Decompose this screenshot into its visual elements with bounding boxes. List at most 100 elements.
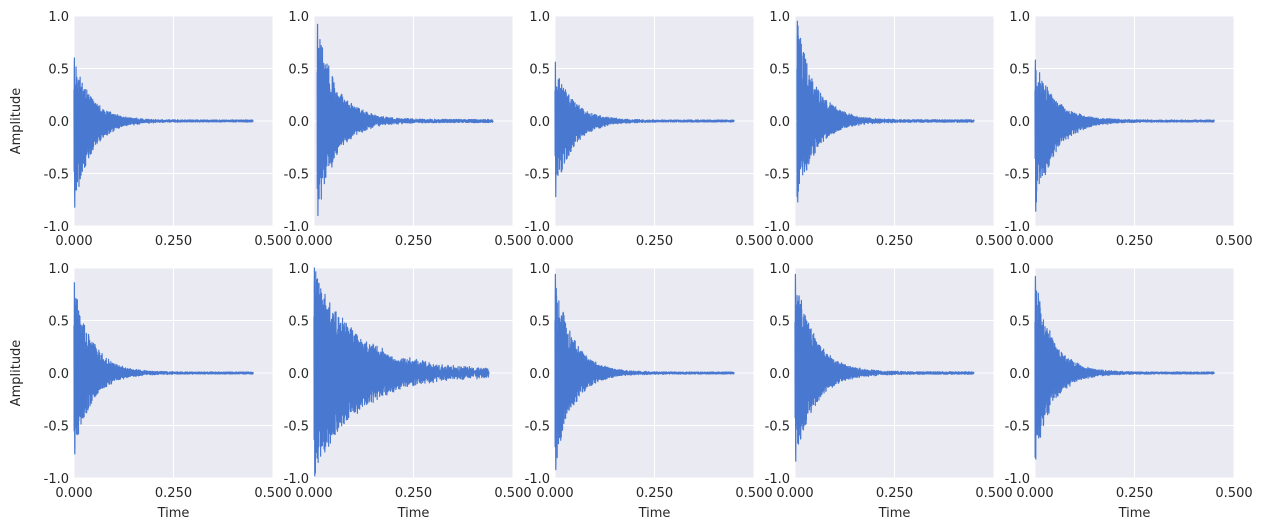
y-axis-label: Amplitude bbox=[9, 340, 24, 407]
waveform-line bbox=[554, 61, 735, 198]
y-tick-label: -0.5 bbox=[284, 420, 309, 435]
y-tick-label: 1.0 bbox=[529, 10, 550, 25]
subplot-r1-c4: 0.000 0.250 0.500 1.0 0.5 0.0 -0.5 -1.0 Time bbox=[1005, 262, 1253, 521]
y-tick-label: 1.0 bbox=[1009, 262, 1030, 277]
x-tick-label: 0.250 bbox=[155, 486, 192, 501]
y-tick-label: -0.5 bbox=[765, 420, 790, 435]
y-tick-label: -0.5 bbox=[284, 168, 309, 183]
y-tick-label: 0.5 bbox=[1009, 315, 1030, 330]
subplot-r0-c2: 0.000 0.250 0.500 1.0 0.5 0.0 -0.5 -1.0 bbox=[525, 10, 773, 249]
y-tick-label: 1.0 bbox=[288, 10, 309, 25]
y-tick-label: -0.5 bbox=[1005, 168, 1030, 183]
y-tick-label: 1.0 bbox=[769, 262, 790, 277]
y-tick-label: -1.0 bbox=[525, 472, 550, 487]
y-tick-label: 0.0 bbox=[288, 115, 309, 130]
y-tick-label: 0.0 bbox=[769, 115, 790, 130]
x-tick-label: 0.500 bbox=[494, 486, 531, 501]
x-tick-label: 0.000 bbox=[536, 486, 573, 501]
x-tick-label: 0.000 bbox=[295, 486, 332, 501]
y-tick-label: 0.5 bbox=[769, 63, 790, 78]
subplot-r1-c3: 0.000 0.250 0.500 1.0 0.5 0.0 -0.5 -1.0 Time bbox=[765, 262, 1013, 521]
x-tick-label: 0.500 bbox=[1215, 234, 1252, 249]
y-tick-label: 0.0 bbox=[529, 115, 550, 130]
y-tick-label: -1.0 bbox=[44, 220, 69, 235]
y-tick-label: 0.5 bbox=[529, 63, 550, 78]
subplot-r1-c1: 0.000 0.250 0.500 1.0 0.5 0.0 -0.5 -1.0 Time bbox=[284, 262, 532, 521]
x-tick-label: 0.000 bbox=[1016, 486, 1053, 501]
y-tick-label: 0.0 bbox=[769, 367, 790, 382]
waveform-line bbox=[313, 267, 490, 477]
y-tick-label: -0.5 bbox=[765, 168, 790, 183]
y-tick-label: -0.5 bbox=[525, 420, 550, 435]
y-tick-label: 0.5 bbox=[48, 315, 69, 330]
y-tick-label: -1.0 bbox=[1005, 472, 1030, 487]
x-axis-label: Time bbox=[157, 506, 190, 521]
y-tick-label: 1.0 bbox=[769, 10, 790, 25]
x-tick-label: 0.250 bbox=[395, 234, 432, 249]
y-tick-label: 1.0 bbox=[288, 262, 309, 277]
x-tick-label: 0.000 bbox=[295, 234, 332, 249]
waveform-line bbox=[316, 23, 494, 217]
y-tick-label: 0.5 bbox=[48, 63, 69, 78]
x-tick-label: 0.500 bbox=[254, 234, 291, 249]
y-tick-label: 0.0 bbox=[288, 367, 309, 382]
y-tick-label: 0.0 bbox=[1009, 367, 1030, 382]
waveform-line bbox=[73, 57, 254, 208]
x-tick-label: 0.500 bbox=[975, 234, 1012, 249]
x-tick-label: 0.500 bbox=[975, 486, 1012, 501]
y-tick-label: -1.0 bbox=[284, 220, 309, 235]
y-tick-label: -0.5 bbox=[1005, 420, 1030, 435]
y-tick-label: 1.0 bbox=[1009, 10, 1030, 25]
y-tick-label: 0.0 bbox=[529, 367, 550, 382]
subplot-r0-c1: 0.000 0.250 0.500 1.0 0.5 0.0 -0.5 -1.0 bbox=[284, 10, 532, 249]
y-tick-label: 0.5 bbox=[288, 315, 309, 330]
x-tick-label: 0.250 bbox=[1116, 234, 1153, 249]
x-tick-label: 0.250 bbox=[876, 486, 913, 501]
x-tick-label: 0.000 bbox=[776, 486, 813, 501]
y-tick-label: -1.0 bbox=[44, 472, 69, 487]
x-tick-label: 0.250 bbox=[155, 234, 192, 249]
x-tick-label: 0.500 bbox=[494, 234, 531, 249]
x-tick-label: 0.000 bbox=[1016, 234, 1053, 249]
x-tick-label: 0.500 bbox=[254, 486, 291, 501]
y-tick-label: 0.0 bbox=[48, 367, 69, 382]
x-tick-label: 0.250 bbox=[636, 486, 673, 501]
y-tick-label: -1.0 bbox=[765, 472, 790, 487]
y-tick-label: -1.0 bbox=[525, 220, 550, 235]
waveform-line bbox=[73, 282, 254, 455]
x-axis-label: Time bbox=[878, 506, 911, 521]
y-tick-label: -0.5 bbox=[525, 168, 550, 183]
subplot-r1-c0: 0.000 0.250 0.500 1.0 0.5 0.0 -0.5 -1.0 Amplitud… bbox=[9, 262, 292, 521]
x-tick-label: 0.250 bbox=[876, 234, 913, 249]
y-tick-label: 1.0 bbox=[48, 10, 69, 25]
waveform-line bbox=[554, 273, 735, 471]
y-axis-label: Amplitude bbox=[9, 88, 24, 155]
y-tick-label: 0.5 bbox=[529, 315, 550, 330]
y-tick-label: 0.5 bbox=[1009, 63, 1030, 78]
subplot-r0-c4: 0.000 0.250 0.500 1.0 0.5 0.0 -0.5 -1.0 bbox=[1005, 10, 1253, 249]
x-tick-label: 0.250 bbox=[1116, 486, 1153, 501]
subplot-r0-c3: 0.000 0.250 0.500 1.0 0.5 0.0 -0.5 -1.0 bbox=[765, 10, 1013, 249]
x-tick-label: 0.250 bbox=[636, 234, 673, 249]
x-tick-label: 0.500 bbox=[1215, 486, 1252, 501]
y-tick-label: 0.5 bbox=[769, 315, 790, 330]
y-tick-label: -1.0 bbox=[765, 220, 790, 235]
y-tick-label: 0.5 bbox=[288, 63, 309, 78]
x-axis-label: Time bbox=[638, 506, 671, 521]
x-axis-label: Time bbox=[1118, 506, 1151, 521]
y-tick-label: -1.0 bbox=[284, 472, 309, 487]
x-tick-label: 0.000 bbox=[55, 234, 92, 249]
y-tick-label: 1.0 bbox=[48, 262, 69, 277]
y-tick-label: -0.5 bbox=[44, 420, 69, 435]
waveform-line bbox=[794, 273, 975, 462]
x-tick-label: 0.250 bbox=[395, 486, 432, 501]
y-tick-label: 1.0 bbox=[529, 262, 550, 277]
x-tick-label: 0.500 bbox=[735, 234, 772, 249]
x-tick-label: 0.000 bbox=[536, 234, 573, 249]
y-tick-label: -0.5 bbox=[44, 168, 69, 183]
subplot-r1-c2: 0.000 0.250 0.500 1.0 0.5 0.0 -0.5 -1.0 Time bbox=[525, 262, 773, 521]
x-tick-label: 0.000 bbox=[776, 234, 813, 249]
subplot-r0-c0: 0.000 0.250 0.500 1.0 0.5 0.0 -0.5 -1.0 Amplitud… bbox=[9, 10, 292, 249]
x-tick-label: 0.500 bbox=[735, 486, 772, 501]
